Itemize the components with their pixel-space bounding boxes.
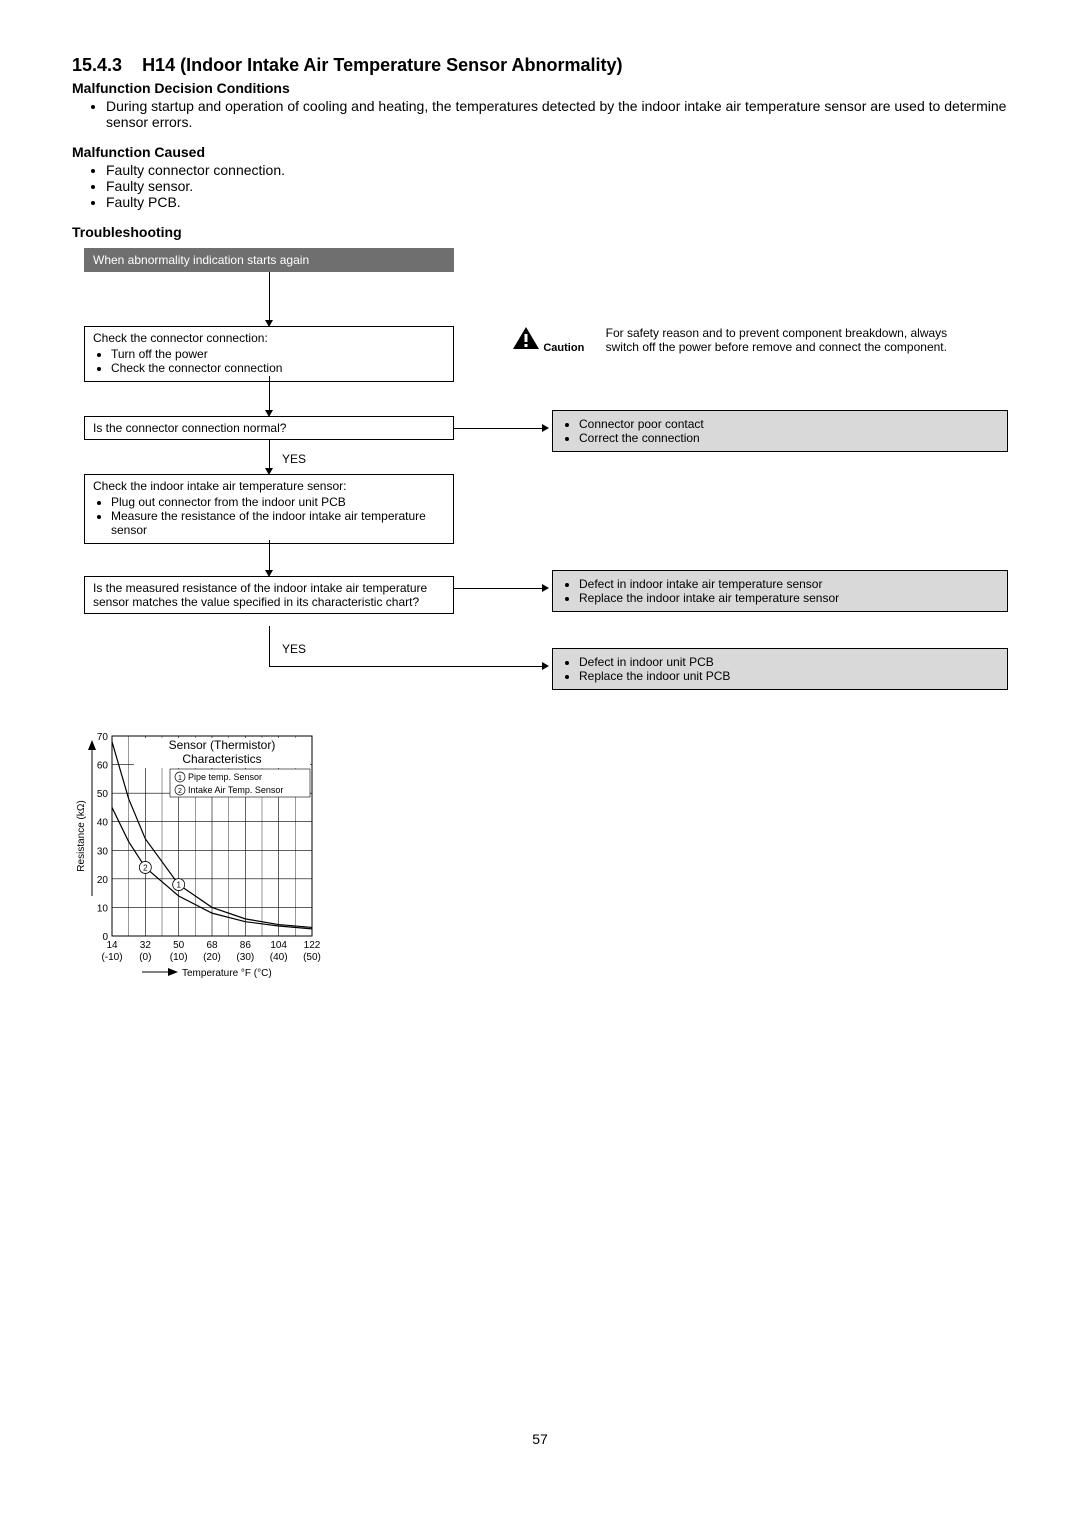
- arrow-head: [542, 424, 549, 432]
- svg-text:Pipe temp. Sensor: Pipe temp. Sensor: [188, 772, 262, 782]
- section-title-text: H14 (Indoor Intake Air Temperature Senso…: [142, 55, 622, 75]
- svg-text:20: 20: [97, 875, 109, 886]
- fc-step1-box: Check the connector connection: Turn off…: [84, 326, 454, 382]
- fc-q2-box: Is the measured resistance of the indoor…: [84, 576, 454, 614]
- arrow-head: [542, 584, 549, 592]
- mdc-heading: Malfunction Decision Conditions: [72, 80, 1008, 96]
- arrow: [269, 272, 270, 322]
- svg-text:86: 86: [240, 940, 252, 951]
- svg-text:(10): (10): [170, 952, 188, 963]
- fc-final-result-box: Defect in indoor unit PCB Replace the in…: [552, 648, 1008, 690]
- svg-text:122: 122: [304, 940, 321, 951]
- svg-text:(0): (0): [139, 952, 151, 963]
- svg-text:Intake Air Temp. Sensor: Intake Air Temp. Sensor: [188, 785, 283, 795]
- fc-q1-result-box: Connector poor contact Correct the conne…: [552, 410, 1008, 452]
- arrow: [269, 376, 270, 412]
- svg-text:50: 50: [97, 789, 109, 800]
- mc-item: Faulty sensor.: [106, 178, 1008, 194]
- svg-text:68: 68: [206, 940, 218, 951]
- arrow: [269, 540, 270, 572]
- thermistor-svg: 01020304050607014(-10)32(0)50(10)68(20)8…: [72, 716, 362, 1006]
- arrow-head: [542, 662, 549, 670]
- fc-step2-item: Plug out connector from the indoor unit …: [111, 495, 445, 509]
- mc-item: Faulty connector connection.: [106, 162, 1008, 178]
- arrow: [454, 428, 544, 429]
- svg-text:40: 40: [97, 818, 109, 829]
- svg-text:32: 32: [140, 940, 152, 951]
- svg-text:Temperature °F (°C): Temperature °F (°C): [182, 968, 272, 979]
- warning-icon: [512, 326, 540, 350]
- fc-final-item: Replace the indoor unit PCB: [579, 669, 999, 683]
- fc-step1-item: Check the connector connection: [111, 361, 445, 375]
- mc-heading: Malfunction Caused: [72, 144, 1008, 160]
- fc-start-box: When abnormality indication starts again: [84, 248, 454, 272]
- svg-text:10: 10: [97, 903, 109, 914]
- fc-step2-lead: Check the indoor intake air temperature …: [93, 479, 346, 493]
- mdc-list: During startup and operation of cooling …: [72, 98, 1008, 130]
- svg-text:1: 1: [176, 881, 181, 890]
- section-number: 15.4.3: [72, 55, 122, 75]
- svg-text:2: 2: [178, 788, 182, 795]
- flowchart: When abnormality indication starts again…: [72, 248, 1008, 698]
- fc-step1-lead: Check the connector connection:: [93, 331, 268, 345]
- caution-block: Caution For safety reason and to prevent…: [512, 326, 1012, 354]
- svg-text:2: 2: [143, 863, 148, 872]
- mdc-item: During startup and operation of cooling …: [106, 98, 1008, 130]
- caution-label: Caution: [543, 342, 584, 354]
- svg-text:Sensor (Thermistor): Sensor (Thermistor): [169, 738, 276, 752]
- fc-q2-result-item: Defect in indoor intake air temperature …: [579, 577, 999, 591]
- fc-start-text: When abnormality indication starts again: [93, 253, 309, 267]
- fc-step2-box: Check the indoor intake air temperature …: [84, 474, 454, 544]
- svg-text:30: 30: [97, 846, 109, 857]
- fc-q1-yes: YES: [282, 452, 306, 466]
- fc-q1-box: Is the connector connection normal?: [84, 416, 454, 440]
- svg-text:104: 104: [270, 940, 287, 951]
- svg-text:Resistance (kΩ): Resistance (kΩ): [76, 800, 87, 871]
- fc-q2-yes: YES: [282, 642, 306, 656]
- fc-q2-result-box: Defect in indoor intake air temperature …: [552, 570, 1008, 612]
- fc-step1-item: Turn off the power: [111, 347, 445, 361]
- fc-q1-result-item: Correct the connection: [579, 431, 999, 445]
- svg-text:(20): (20): [203, 952, 221, 963]
- caution-text: For safety reason and to prevent compone…: [606, 326, 966, 354]
- section-heading: 15.4.3 H14 (Indoor Intake Air Temperatur…: [72, 55, 1008, 76]
- page-number: 57: [72, 1431, 1008, 1447]
- fc-q2-result-item: Replace the indoor intake air temperatur…: [579, 591, 999, 605]
- svg-text:50: 50: [173, 940, 185, 951]
- svg-text:70: 70: [97, 732, 109, 743]
- arrow: [269, 440, 270, 470]
- svg-text:(40): (40): [270, 952, 288, 963]
- thermistor-chart: 01020304050607014(-10)32(0)50(10)68(20)8…: [72, 716, 1008, 1011]
- troubleshooting-heading: Troubleshooting: [72, 224, 1008, 240]
- arrow: [454, 588, 544, 589]
- fc-final-item: Defect in indoor unit PCB: [579, 655, 999, 669]
- mc-item: Faulty PCB.: [106, 194, 1008, 210]
- svg-text:60: 60: [97, 761, 109, 772]
- svg-text:1: 1: [178, 775, 182, 782]
- fc-q1-result-item: Connector poor contact: [579, 417, 999, 431]
- svg-text:(-10): (-10): [101, 952, 122, 963]
- fc-step2-item: Measure the resistance of the indoor int…: [111, 509, 445, 537]
- arrow: [269, 626, 270, 666]
- arrow: [269, 666, 544, 667]
- svg-text:Characteristics: Characteristics: [182, 752, 261, 766]
- fc-q2-text: Is the measured resistance of the indoor…: [93, 581, 427, 609]
- mc-list: Faulty connector connection. Faulty sens…: [72, 162, 1008, 210]
- svg-text:14: 14: [106, 940, 118, 951]
- svg-text:(30): (30): [236, 952, 254, 963]
- svg-text:(50): (50): [303, 952, 321, 963]
- fc-q1-text: Is the connector connection normal?: [93, 421, 286, 435]
